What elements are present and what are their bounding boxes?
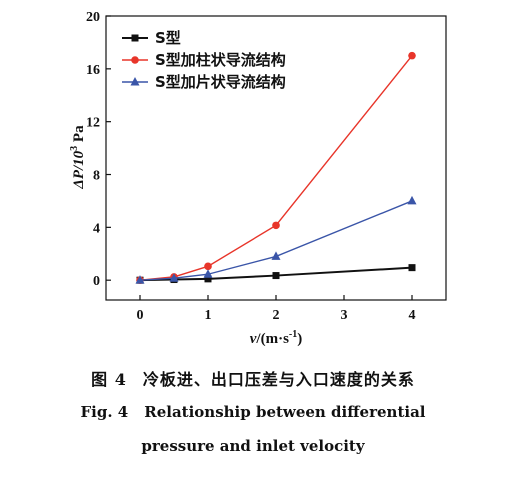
series-layer bbox=[135, 51, 417, 284]
data-point bbox=[407, 195, 417, 205]
data-point bbox=[272, 272, 280, 280]
legend-label: S型加柱状导流结构 bbox=[155, 51, 286, 69]
x-tick-label: 2 bbox=[273, 308, 280, 323]
series-3 bbox=[135, 195, 417, 284]
figure-caption-english-line2: pressure and inlet velocity bbox=[141, 437, 365, 455]
y-tick-label: 16 bbox=[86, 63, 100, 78]
data-point bbox=[272, 221, 280, 230]
legend: S型 S型加柱状导流结构 S型加片状导流结构 bbox=[122, 29, 286, 91]
data-point bbox=[204, 275, 212, 283]
y-tick-label: 4 bbox=[93, 221, 100, 236]
y-axis-label: ΔP/103 Pa bbox=[69, 125, 87, 190]
series-1 bbox=[136, 264, 416, 284]
x-axis-label: v/(m·s-1) bbox=[250, 329, 303, 347]
x-tick-label: 1 bbox=[205, 308, 212, 323]
legend-item: S型 bbox=[122, 29, 181, 47]
data-point bbox=[204, 262, 212, 271]
y-tick-label: 12 bbox=[86, 116, 100, 131]
data-point bbox=[408, 264, 416, 272]
legend-item: S型加片状导流结构 bbox=[122, 73, 286, 91]
series-line bbox=[139, 200, 413, 281]
x-tick-label: 4 bbox=[409, 308, 416, 323]
data-point bbox=[135, 275, 145, 284]
legend-marker bbox=[130, 77, 140, 86]
figure-caption-english-line1: Fig. 4 Relationship between differential bbox=[80, 403, 426, 421]
x-tick-label: 0 bbox=[137, 308, 144, 323]
legend-label: S型加片状导流结构 bbox=[155, 73, 286, 91]
legend-marker bbox=[131, 34, 139, 42]
legend-item: S型加柱状导流结构 bbox=[122, 51, 286, 69]
data-point bbox=[408, 51, 416, 60]
y-tick-label: 8 bbox=[93, 169, 100, 184]
data-point bbox=[203, 269, 213, 278]
data-point bbox=[271, 251, 281, 260]
legend-label: S型 bbox=[155, 29, 181, 47]
legend-marker bbox=[131, 56, 139, 64]
y-tick-label: 0 bbox=[93, 274, 100, 289]
data-point bbox=[169, 273, 179, 282]
x-tick-label: 3 bbox=[341, 308, 348, 323]
figure-caption-chinese: 图 4 冷板进、出口压差与入口速度的关系 bbox=[91, 370, 415, 389]
series-2 bbox=[136, 51, 416, 284]
y-tick-label: 20 bbox=[86, 10, 100, 25]
